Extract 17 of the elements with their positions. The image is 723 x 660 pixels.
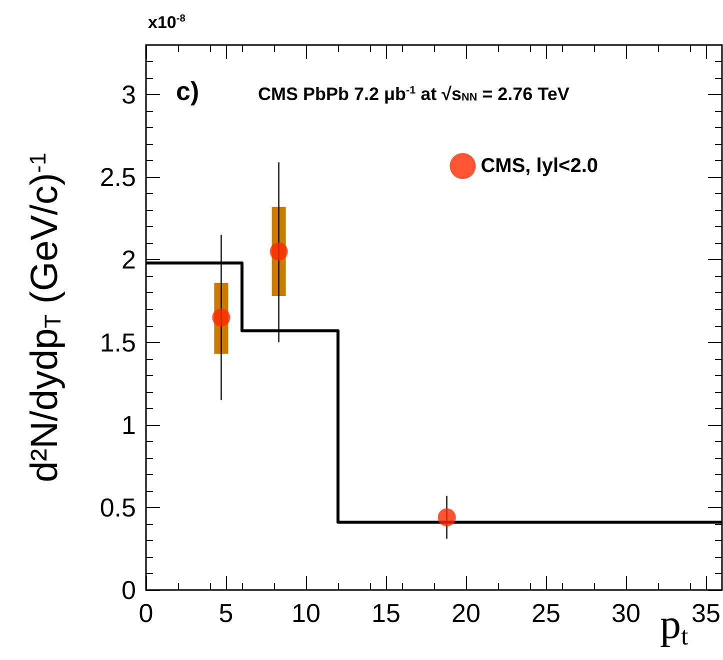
x-tick-label: 10 [292,598,320,628]
legend-label: CMS, lyl<2.0 [480,155,598,177]
x-tick-label: 5 [218,598,234,628]
x-tick-label: 30 [612,598,640,628]
y-tick-label: 0 [122,575,136,605]
x-tick-label: 20 [452,598,480,628]
y-tick-label: 0.5 [100,492,136,522]
y-tick-label: 1.5 [100,327,136,358]
y-tick-label: 3 [122,80,136,110]
x-tick-label: 15 [372,598,400,628]
annotation: c) [176,76,200,106]
x-tick-label: 25 [532,598,560,628]
y-tick-label: 2.5 [100,162,136,192]
x-tick-label: 35 [692,598,720,628]
y-tick-label: 1 [122,410,136,440]
y-tick-label: 2 [122,244,136,275]
y-axis-title: d²N/dydpT (GeV/c)-1 [24,152,66,482]
